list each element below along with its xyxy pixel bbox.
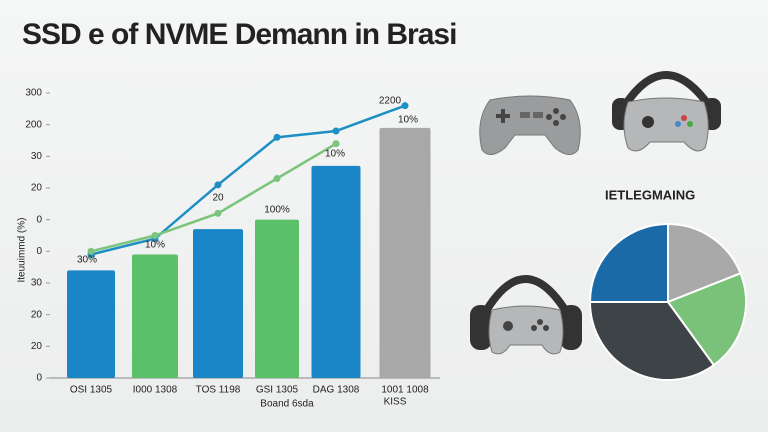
- x-axis-label: Boand 6sda: [260, 399, 314, 410]
- x-tick-label: OSI 1305: [70, 385, 113, 396]
- annotation: 20: [212, 193, 224, 204]
- pie-slice: [667, 222, 742, 304]
- x-tick-label: 1001 1008: [381, 385, 429, 396]
- annotation: 10%: [398, 115, 418, 126]
- x-tick-label: DAG 1308: [313, 385, 360, 396]
- annotation: 10%: [325, 149, 345, 160]
- line-point: [332, 127, 340, 135]
- line-point: [151, 232, 159, 239]
- line-point: [273, 175, 281, 182]
- pie-title: IETLEGMAING: [605, 187, 695, 202]
- headset-gamepad-icon: [470, 275, 582, 355]
- y-tick-label: 30: [31, 151, 43, 162]
- annotation: 2200: [379, 96, 402, 107]
- y-tick-label: 20: [31, 341, 43, 352]
- y-tick-label: 20: [31, 183, 43, 194]
- y-tick-label: 0: [36, 373, 42, 384]
- line-point: [87, 247, 95, 255]
- pie-slice: [588, 301, 716, 381]
- annotation: KISS: [384, 397, 407, 408]
- y-axis-label: Iteuuimmd (%): [17, 217, 28, 282]
- chart-title: SSD e of NVME Demann in Brasi: [22, 18, 456, 51]
- y-tick-label: 0: [36, 214, 42, 225]
- pie-slice: [588, 222, 669, 303]
- y-tick-label: 30: [31, 278, 43, 289]
- annotation: 10%: [145, 240, 165, 251]
- bar: [193, 229, 243, 378]
- x-tick-label: I000 1308: [133, 385, 178, 396]
- y-tick-label: 300: [25, 88, 42, 99]
- bar: [311, 165, 361, 378]
- line-point: [214, 209, 222, 217]
- gamepad-icon: [479, 95, 581, 155]
- annotation: 100%: [264, 205, 290, 216]
- headset-gamepad-icon: [612, 71, 721, 152]
- bar: [379, 127, 431, 378]
- bar: [132, 254, 178, 378]
- bar: [67, 270, 115, 378]
- annotation: 30%: [77, 255, 97, 266]
- line-point: [401, 102, 409, 110]
- y-tick-label: 200: [25, 119, 42, 130]
- bar: [255, 219, 299, 378]
- line-point: [273, 133, 281, 141]
- x-tick-label: TOS 1198: [196, 385, 241, 396]
- line: [90, 104, 406, 256]
- y-tick-label: 0: [36, 246, 42, 257]
- x-tick-label: GSI 1305: [256, 385, 299, 396]
- line-point: [332, 140, 340, 148]
- line-point: [214, 181, 222, 189]
- pie-slice: [666, 271, 747, 367]
- y-tick-label: 20: [31, 309, 43, 320]
